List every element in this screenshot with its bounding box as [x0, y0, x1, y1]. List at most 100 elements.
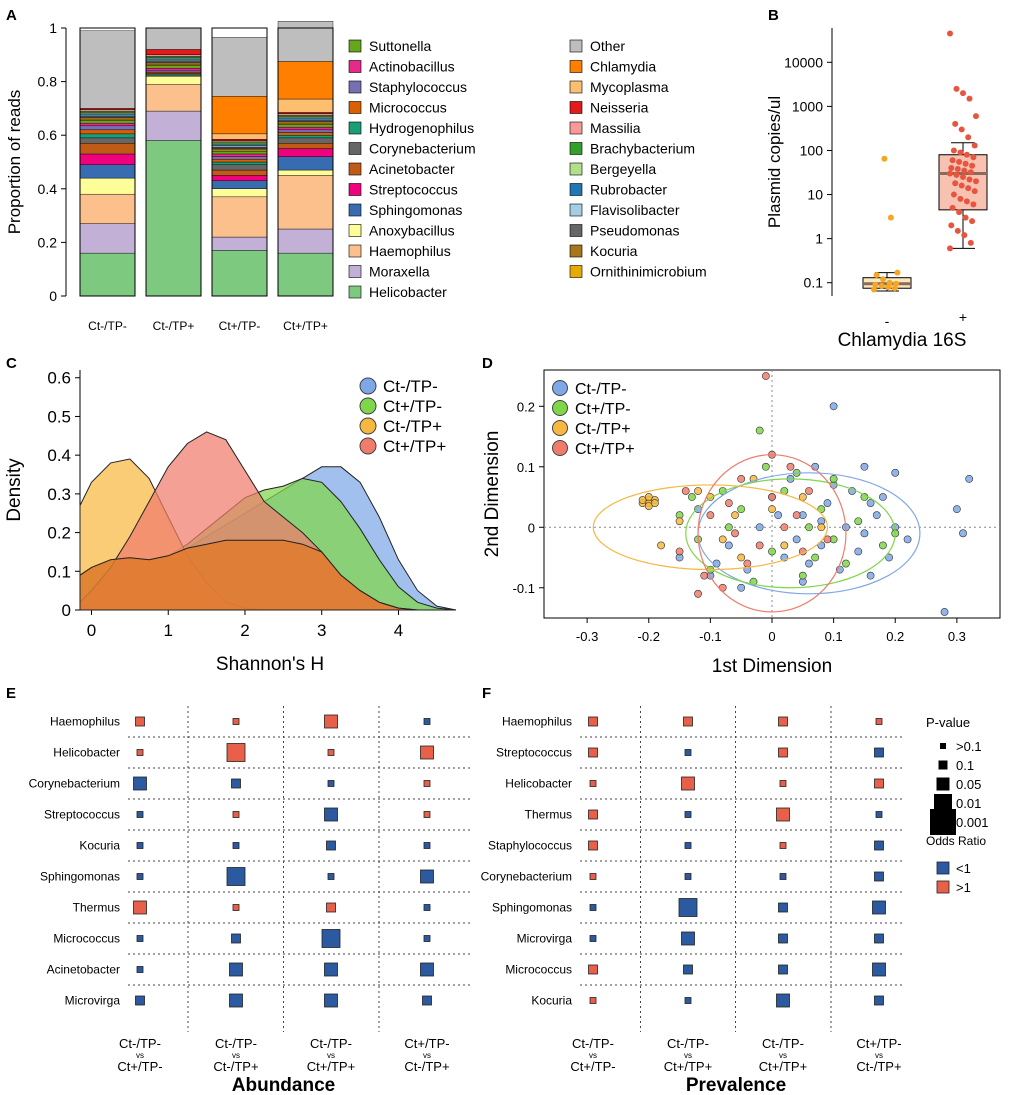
- c-x-tick-label: 0: [87, 621, 96, 640]
- b-point: [963, 198, 970, 205]
- legend-pvalue-square: [936, 777, 950, 791]
- bar-segment-corynebacterium: [211, 164, 268, 171]
- row-label-helicobacter: Helicobacter: [505, 777, 572, 791]
- legend-label-corynebacterium: Corynebacterium: [369, 141, 476, 157]
- d-point-ct-tp: [724, 523, 733, 532]
- square-kocuria: [776, 993, 790, 1008]
- square-acinetobacter: [136, 966, 144, 973]
- b-x-tick-label: +: [959, 309, 967, 325]
- square-corynebacterium: [779, 873, 787, 880]
- legend-or-swatch: [936, 861, 950, 875]
- legend-pvalue-square: [938, 760, 948, 770]
- row-label-thermus: Thermus: [73, 901, 120, 915]
- square-micrococcus: [588, 964, 598, 975]
- row-label-micrococcus: Micrococcus: [505, 963, 572, 977]
- row-label-corynebacterium: Corynebacterium: [29, 777, 120, 791]
- row-label-microvirga: Microvirga: [65, 994, 121, 1008]
- b-point: [970, 201, 977, 208]
- square-corynebacterium: [874, 871, 884, 882]
- bar-segment-actinobacillus: [211, 153, 268, 157]
- density-area-overlap: [79, 539, 456, 611]
- square-acinetobacter: [420, 962, 434, 977]
- c-y-tick-label: 0.3: [47, 485, 71, 504]
- square-streptococcus: [423, 811, 431, 818]
- square-thermus: [776, 807, 790, 822]
- col-label-vs: vs: [327, 1051, 335, 1060]
- b-point: [891, 285, 898, 292]
- bar-outline: [277, 27, 334, 297]
- legend-swatch-staphylococcus: [348, 80, 362, 94]
- c-y-tick-label: 0.2: [47, 524, 71, 543]
- panel-a-stacked-bar: 0 0.2 0.4 0.6 0.8 1 Proportion of reads Ct-/TP-…: [5, 20, 707, 333]
- bar-segment-brachybacterium: [79, 110, 136, 113]
- b-point: [962, 214, 969, 221]
- b-point: [952, 180, 959, 187]
- d-point-ct-tp: [817, 505, 826, 514]
- col-label-top: Ct-/TP-: [215, 1036, 257, 1051]
- b-point: [949, 204, 956, 211]
- square-micrococcus: [136, 935, 144, 942]
- square-micrococcus: [683, 964, 693, 975]
- square-kocuria: [326, 840, 336, 851]
- d-point-ct-tp: [885, 553, 893, 562]
- col-label-bottom: Ct+/TP+: [307, 1059, 355, 1074]
- legend-swatch-neisseria: [569, 101, 583, 114]
- d-point-ct-tp: [755, 523, 764, 532]
- bar-segment-haemophilus: [145, 84, 202, 112]
- legend-swatch-corynebacterium: [348, 142, 362, 155]
- d-point-ct-tp: [675, 517, 684, 526]
- bar-segment-staphylococcus: [79, 125, 136, 131]
- square-corynebacterium: [684, 873, 692, 880]
- bar-segment-neisseria: [277, 112, 334, 114]
- d-point-ct-tp: [891, 468, 900, 477]
- a-x-tick-label: Ct+/TP+: [283, 319, 328, 333]
- legend-swatch-pseudomonas: [569, 224, 583, 237]
- legend-or-label: >1: [956, 880, 971, 895]
- b-y-tick-label: 1000: [792, 98, 823, 114]
- col-label-top: Ct+/TP-: [404, 1036, 449, 1051]
- a-y-tick-label: 0.6: [38, 127, 58, 143]
- legend-pvalue-label: 0.01: [956, 796, 981, 811]
- square-sphingomonas: [226, 867, 246, 886]
- legend-label-sphingomonas: Sphingomonas: [369, 202, 462, 218]
- bar-segment-actinobacillus: [277, 126, 334, 131]
- legend-pvalue-square: [940, 743, 946, 749]
- panel-label-a: A: [6, 7, 17, 24]
- square-thermus: [875, 811, 883, 818]
- b-point: [963, 151, 970, 158]
- b-y-tick-label: 1: [815, 231, 823, 247]
- c-legend-label-ct-tp: Ct+/TP-: [383, 397, 442, 416]
- bar-segment-pseudomonas: [211, 147, 268, 149]
- square-helicobacter: [874, 778, 884, 789]
- square-kocuria: [136, 842, 144, 849]
- square-thermus: [684, 811, 692, 818]
- d-point-ct-tp: [829, 474, 838, 483]
- square-staphylococcus: [588, 840, 598, 851]
- d-y-tick-label: 0.2: [517, 399, 535, 414]
- bar-segment-staphylococcus: [211, 156, 268, 160]
- col-label-vs: vs: [684, 1051, 692, 1060]
- square-streptococcus: [778, 747, 788, 758]
- d-point-ct-tp: [644, 493, 653, 501]
- b-point: [873, 271, 880, 278]
- legend-swatch-sphingomonas: [348, 203, 362, 217]
- bar-segment-actinobacillus: [79, 122, 136, 127]
- bar-segment-massilia: [277, 113, 334, 116]
- d-point-ct-tp: [780, 541, 789, 550]
- col-label-top: Ct-/TP-: [667, 1036, 709, 1051]
- c-x-tick-label: 1: [164, 621, 173, 640]
- square-acinetobacter: [324, 962, 338, 977]
- row-label-helicobacter: Helicobacter: [53, 746, 120, 760]
- square-streptococcus: [232, 811, 240, 818]
- c-y-tick-label: 0.4: [47, 446, 71, 465]
- c-y-tick-label: 0.1: [47, 562, 71, 581]
- d-point-ct-tp: [872, 511, 881, 520]
- bar-segment-hydrogenophilus: [79, 133, 136, 139]
- square-helicobacter: [779, 780, 787, 787]
- panel-f-prevalence: Haemophilus Streptococcus Helicobacter Ther…: [481, 706, 902, 1095]
- bar-segment-rubrobacter: [145, 58, 202, 61]
- bar-segment-other: [79, 30, 136, 109]
- bar-segment-micrococcus: [145, 72, 202, 74]
- bar-segment-flavisolibacter: [79, 114, 136, 117]
